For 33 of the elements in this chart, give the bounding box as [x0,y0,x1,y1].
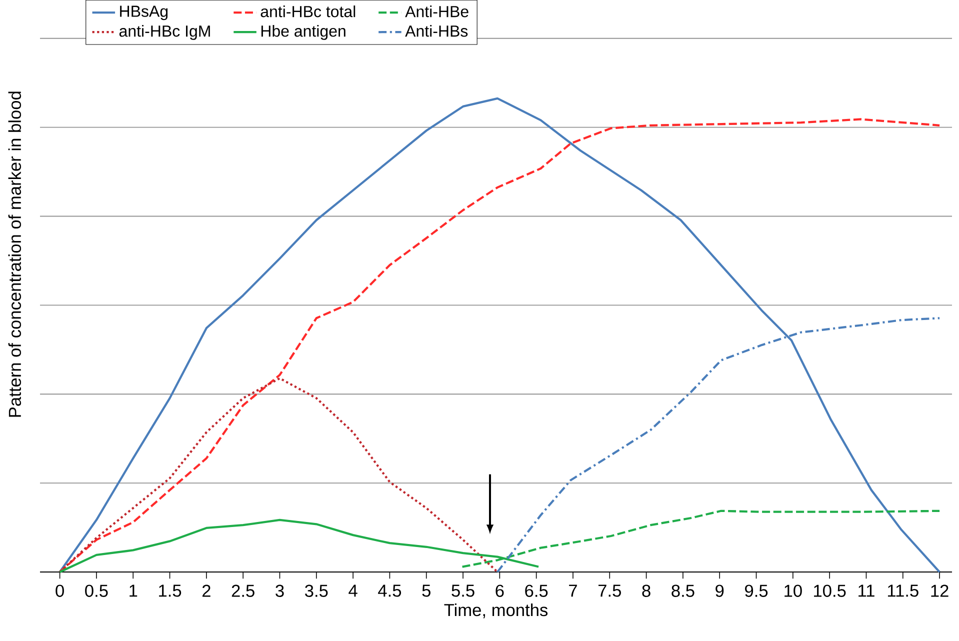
x-tick-label: 1.5 [159,584,182,597]
x-tick-label: 4 [348,584,358,597]
x-tick-label: 7.5 [598,584,621,597]
x-tick-label: 9.5 [745,584,768,597]
x-tick-label: 8.5 [672,584,694,597]
x-axis-title: Time, months [444,603,548,618]
y-axis-title: Pattern of concentration of marker in blood [8,92,22,417]
x-tick-label: 5 [422,584,430,597]
x-tick-label: 3 [276,584,284,597]
x-tick-label: 6.5 [525,584,548,597]
x-tick-label: 3.5 [305,584,328,597]
x-tick-label: 0 [56,584,64,597]
legend-label: Hbe antigen [261,25,346,40]
x-tick-label: 12 [931,584,948,597]
x-tick-label: 9 [716,584,724,597]
x-tick-label: 5.5 [452,584,474,597]
legend-label: Anti-HBe [405,6,468,18]
x-tick-label: 1 [130,584,138,597]
x-tick-label: 10.5 [814,584,846,597]
x-tick-label: 8 [642,584,650,597]
x-tick-label: 2 [202,584,210,597]
legend-label: HBsAg [120,6,168,20]
x-tick-label: 10 [784,584,802,597]
x-tick-label: 11.5 [888,584,918,597]
x-tick-label: 4.5 [378,584,402,597]
x-tick-label: 2.5 [232,584,254,597]
x-tick-label: 0.5 [85,584,108,597]
x-tick-label: 11 [858,584,874,597]
legend-label: anti-HBc IgM [119,25,210,40]
x-tick-label: 7 [569,584,577,597]
x-tick-label: 6 [496,584,504,597]
legend-label: Anti-HBs [405,25,468,37]
legend-label: anti-HBc total [260,6,356,18]
